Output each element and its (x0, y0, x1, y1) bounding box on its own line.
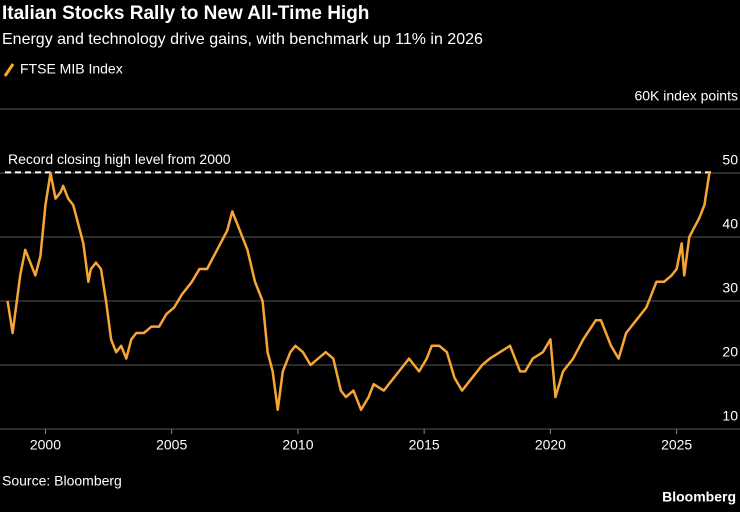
x-tick-label: 2000 (30, 437, 61, 453)
y-tick-label: 40 (722, 216, 738, 232)
annotation: Record closing high level from 2000 (8, 151, 231, 167)
legend-swatch (3, 63, 15, 77)
x-tick-label: 2025 (661, 437, 692, 453)
branding: Bloomberg (662, 489, 736, 505)
y-tick-label: 60K index points (634, 88, 738, 104)
y-tick-label: 20 (722, 344, 738, 360)
y-tick-label: 30 (722, 280, 738, 296)
legend-label: FTSE MIB Index (20, 61, 123, 77)
x-tick-label: 2010 (282, 437, 313, 453)
chart-title: Italian Stocks Rally to New All-Time Hig… (2, 3, 369, 24)
y-tick-label: 50 (722, 152, 738, 168)
source: Source: Bloomberg (2, 473, 122, 489)
chart-subtitle: Energy and technology drive gains, with … (2, 31, 483, 48)
x-tick-label: 2015 (409, 437, 440, 453)
series-line (6, 171, 711, 412)
y-tick-label: 10 (722, 408, 738, 424)
x-tick-label: 2005 (156, 437, 187, 453)
x-tick-label: 2020 (535, 437, 566, 453)
